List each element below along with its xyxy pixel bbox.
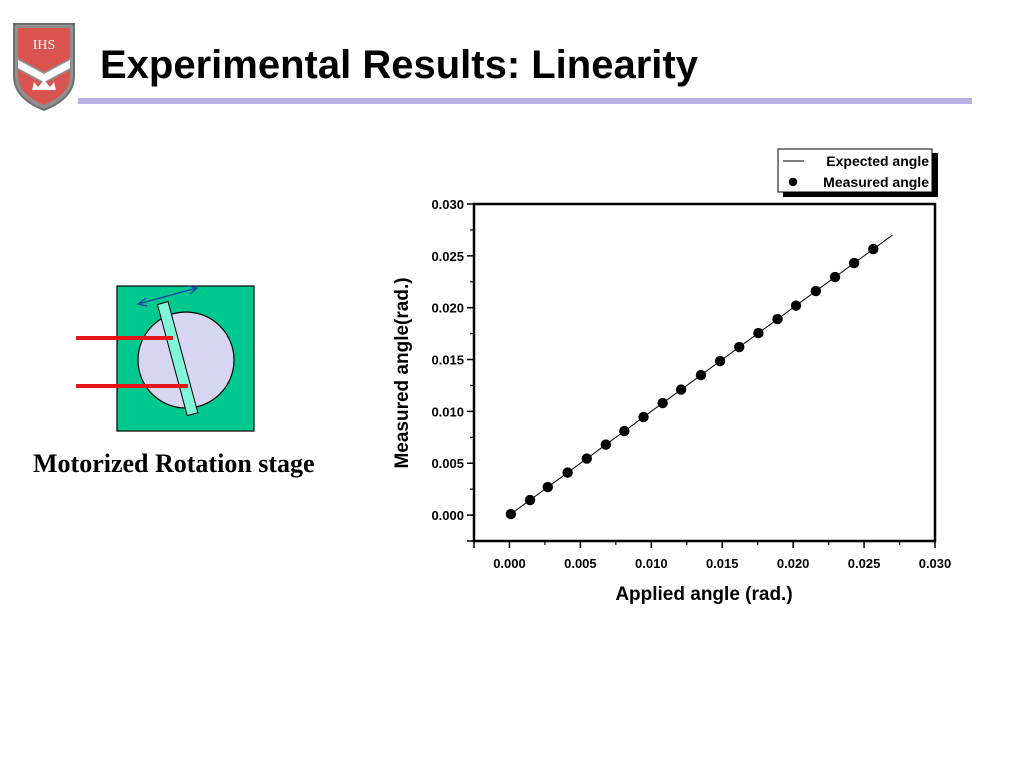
rotation-stage-diagram [76, 285, 255, 432]
logo-text: IHS [33, 38, 56, 53]
measured-angle-point [868, 243, 879, 255]
measured-angle-point [562, 467, 573, 478]
crown-icon [32, 80, 56, 90]
rotation-arrow-icon [136, 285, 199, 307]
measured-angle-point [695, 369, 707, 381]
x-tick-label: 0.005 [564, 556, 597, 571]
x-tick-label: 0.000 [493, 556, 526, 571]
measured-angle-point [753, 327, 764, 339]
ihs-shield-logo: IHS [13, 23, 75, 112]
measured-angle-point [714, 355, 726, 367]
y-tick-label: 0.000 [431, 508, 464, 523]
legend-measured-label: Measured angle [823, 174, 929, 190]
stage-caption: Motorized Rotation stage [33, 449, 315, 478]
shield-chevron [18, 60, 70, 82]
shield-upper-field [18, 28, 70, 72]
x-tick-label: 0.020 [777, 556, 810, 571]
title-underline [78, 98, 972, 104]
legend: Expected angle Measured angle [777, 148, 938, 197]
measured-angle-point [829, 271, 841, 283]
plot-frame [472, 202, 937, 543]
x-tick-label: 0.025 [848, 556, 881, 571]
x-tick-label: 0.030 [919, 556, 952, 571]
measured-angle-point [638, 411, 649, 423]
y-tick-label: 0.030 [431, 197, 464, 212]
measured-angle-point [619, 425, 630, 437]
data-series [505, 234, 893, 520]
y-tick-label: 0.005 [431, 456, 464, 471]
measured-angle-point [675, 384, 687, 395]
x-tick-label: 0.015 [706, 556, 739, 571]
y-tick-label: 0.025 [431, 249, 464, 264]
y-tick-label: 0.010 [431, 404, 464, 419]
y-tick-label: 0.020 [431, 301, 464, 316]
axis-ticks [467, 203, 936, 548]
legend-box [777, 148, 933, 193]
slide-title: Experimental Results: Linearity [100, 43, 698, 87]
legend-expected-label: Expected angle [826, 153, 929, 169]
measured-angle-point [772, 313, 783, 325]
y-tick-label: 0.015 [431, 353, 464, 368]
measured-angle-point [810, 285, 822, 297]
measured-angle-point [790, 300, 802, 311]
measured-angle-point [505, 508, 517, 520]
y-axis-title: Measured angle(rad.) [392, 277, 413, 468]
measured-angle-point [542, 481, 553, 493]
x-tick-label: 0.010 [635, 556, 668, 571]
measured-angle-point [524, 494, 536, 506]
measured-angle-point [600, 439, 612, 450]
measured-angle-point [657, 397, 668, 409]
legend-measured-marker-swatch [788, 177, 798, 187]
measured-angle-point [734, 341, 745, 353]
measured-angle-point [581, 453, 592, 464]
x-axis-title: Applied angle (rad.) [615, 584, 792, 605]
linearity-chart: 0.000 0.005 0.010 0.015 0.020 0.025 0.030 0.000… [392, 148, 951, 605]
measured-angle-point [848, 257, 860, 269]
tick-labels: 0.000 0.005 0.010 0.015 0.020 0.025 0.030 0.000… [431, 197, 951, 571]
